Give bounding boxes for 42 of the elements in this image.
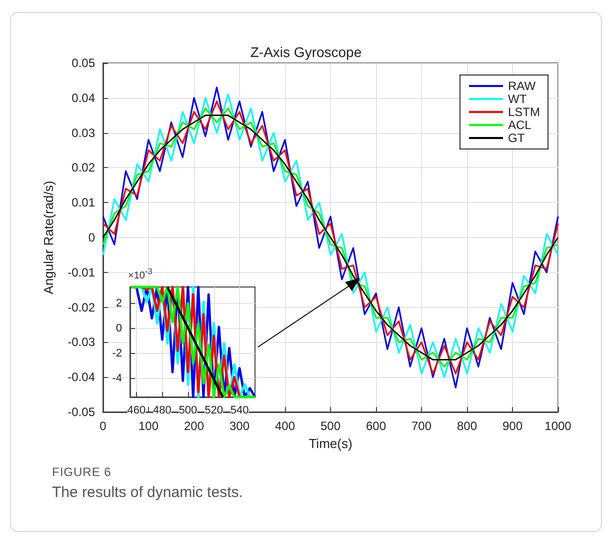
y-tick-label: 0.05	[72, 56, 96, 70]
legend-label: RAW	[508, 79, 536, 93]
x-tick-label: 600	[366, 419, 386, 433]
x-tick-label: 100	[138, 419, 159, 433]
y-tick-label: -0.01	[68, 265, 96, 280]
y-tick-label: 0.02	[72, 160, 96, 175]
y-tick-label: 0.01	[72, 196, 96, 210]
x-tick-label: 460	[127, 404, 146, 416]
y-tick-label: 0	[88, 230, 96, 244]
x-tick-label: 500	[320, 419, 341, 433]
x-tick-label: 1000	[544, 419, 572, 433]
x-tick-label: 300	[229, 419, 250, 433]
x-tick-label: 800	[456, 419, 478, 433]
y-tick-label: 0	[116, 322, 122, 334]
y-tick-label: 0.04	[72, 90, 96, 105]
y-tick-label: -2	[112, 347, 122, 360]
text: The results of dynamic tests.	[52, 484, 243, 501]
x-tick-label: 500	[178, 404, 198, 416]
annotation: ×10$^{-3}$	[128, 266, 152, 282]
legend-label: ACL	[508, 118, 532, 132]
x-tick-label: 0	[100, 419, 107, 433]
y-tick-label: -0.03	[68, 335, 96, 350]
chart-title: Z-Axis Gyroscope	[250, 44, 362, 60]
x-tick-label: 400	[274, 419, 296, 433]
legend-label: WT	[508, 92, 528, 106]
y-axis-title: Angular Rate(rad/s)	[41, 180, 56, 294]
legend-label: GT	[508, 131, 526, 145]
x-tick-label: 520	[204, 404, 223, 416]
y-tick-label: -4	[112, 372, 122, 384]
x-tick-label: 900	[502, 419, 523, 433]
y-tick-label: -0.02	[68, 300, 96, 314]
y-tick-label: -0.04	[68, 370, 96, 384]
x-tick-label: 700	[411, 419, 432, 433]
caption: FIGURE 6	[52, 465, 112, 479]
x-tick-label: 480	[153, 404, 172, 416]
y-tick-label: -0.05	[68, 405, 96, 419]
x-tick-label: 200	[184, 419, 204, 433]
legend-label: LSTM	[508, 105, 540, 119]
x-tick-label: 540	[230, 404, 249, 416]
y-tick-label: 2	[116, 297, 122, 310]
y-tick-label: 0.03	[72, 126, 96, 140]
x-axis-title: Time(s)	[308, 436, 352, 451]
